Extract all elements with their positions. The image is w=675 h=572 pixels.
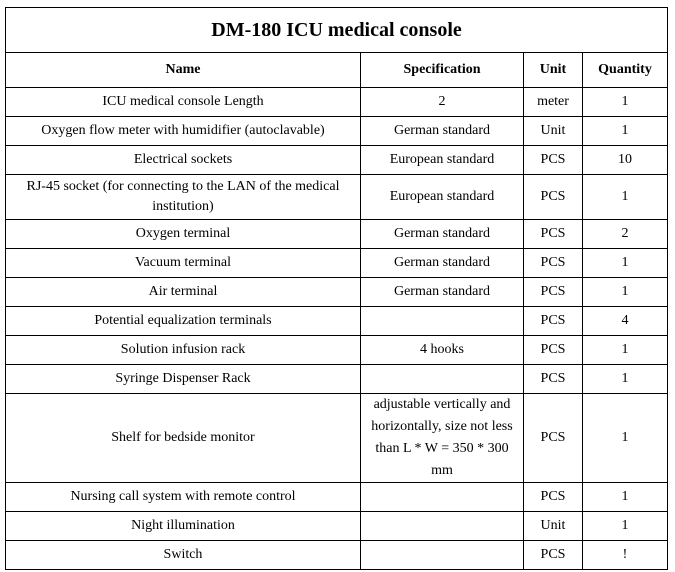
table-row: Shelf for bedside monitor adjustable ver… [5,393,669,483]
table-row: Night illumination Unit 1 [5,511,669,541]
table-row: Electrical sockets European standard PCS… [5,145,669,175]
table-row: Solution infusion rack 4 hooks PCS 1 [5,335,669,365]
cell-unit: Unit [523,116,583,146]
cell-unit: PCS [523,393,583,483]
cell-spec: European standard [360,145,524,175]
cell-unit: meter [523,87,583,117]
cell-qty: 1 [581,364,669,394]
table-title: DM-180 ICU medical console [4,7,669,53]
cell-qty: 2 [581,219,669,249]
cell-spec: adjustable vertically and horizontally, … [360,393,524,483]
cell-spec: European standard [360,174,524,220]
cell-spec [360,511,524,541]
cell-unit: PCS [523,335,583,365]
cell-unit: PCS [523,482,583,512]
cell-unit: PCS [523,364,583,394]
cell-spec [360,306,524,336]
cell-unit: Unit [523,511,583,541]
cell-qty: 1 [581,277,669,307]
cell-name: ICU medical console Length [5,87,361,117]
table-row: RJ-45 socket (for connecting to the LAN … [5,174,669,220]
table-row: Syringe Dispenser Rack PCS 1 [5,364,669,394]
cell-name: Oxygen terminal [5,219,361,249]
cell-unit: PCS [523,248,583,278]
cell-name: Vacuum terminal [5,248,361,278]
table-row: Oxygen terminal German standard PCS 2 [5,219,669,249]
cell-unit: PCS [523,306,583,336]
cell-name: Nursing call system with remote control [5,482,361,512]
cell-name: Switch [5,540,361,570]
cell-qty: 1 [581,248,669,278]
cell-name: RJ-45 socket (for connecting to the LAN … [5,174,361,220]
table-row: Vacuum terminal German standard PCS 1 [5,248,669,278]
table-row: Nursing call system with remote control … [5,482,669,512]
cell-name: Shelf for bedside monitor [5,393,361,483]
spec-table: DM-180 ICU medical console Name Specific… [4,7,669,570]
cell-name: Potential equalization terminals [5,306,361,336]
cell-spec: German standard [360,248,524,278]
cell-qty: ! [581,540,669,570]
cell-spec [360,364,524,394]
cell-qty: 1 [581,87,669,117]
header-name: Name [5,52,361,88]
cell-spec: 2 [360,87,524,117]
header-unit: Unit [523,52,583,88]
table-row: Switch PCS ! [5,540,669,570]
cell-qty: 1 [581,393,669,483]
table-row: Oxygen flow meter with humidifier (autoc… [5,116,669,146]
cell-name: Electrical sockets [5,145,361,175]
header-specification: Specification [360,52,524,88]
cell-qty: 1 [581,174,669,220]
cell-qty: 1 [581,511,669,541]
cell-unit: PCS [523,174,583,220]
cell-qty: 1 [581,482,669,512]
cell-unit: PCS [523,219,583,249]
cell-qty: 1 [581,335,669,365]
cell-name: Solution infusion rack [5,335,361,365]
header-quantity: Quantity [581,52,669,88]
cell-name: Oxygen flow meter with humidifier (autoc… [5,116,361,146]
cell-unit: PCS [523,540,583,570]
table-row: ICU medical console Length 2 meter 1 [5,87,669,117]
cell-name: Air terminal [5,277,361,307]
cell-spec: German standard [360,116,524,146]
cell-spec: 4 hooks [360,335,524,365]
cell-qty: 1 [581,116,669,146]
cell-spec [360,540,524,570]
cell-unit: PCS [523,145,583,175]
spec-document: DM-180 ICU medical console Name Specific… [4,7,669,570]
table-row: Potential equalization terminals PCS 4 [5,306,669,336]
cell-spec [360,482,524,512]
cell-unit: PCS [523,277,583,307]
cell-spec: German standard [360,219,524,249]
cell-name: Night illumination [5,511,361,541]
cell-qty: 4 [581,306,669,336]
table-row: Air terminal German standard PCS 1 [5,277,669,307]
cell-spec: German standard [360,277,524,307]
cell-name: Syringe Dispenser Rack [5,364,361,394]
cell-qty: 10 [581,145,669,175]
